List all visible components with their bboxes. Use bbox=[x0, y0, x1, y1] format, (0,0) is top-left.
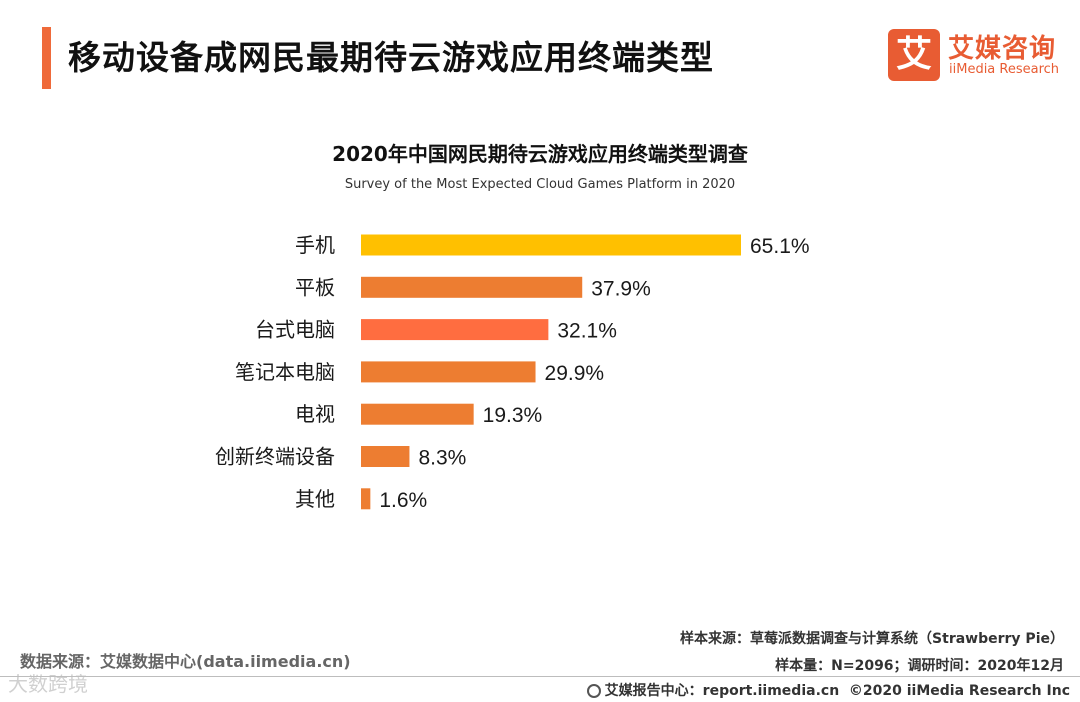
bar bbox=[361, 361, 536, 383]
category-label: 台式电脑 bbox=[255, 318, 335, 342]
category-label: 电视 bbox=[295, 402, 335, 426]
footer-bottom: 艾媒报告中心：report.iimedia.cn ©2020 iiMedia R… bbox=[586, 680, 1070, 700]
title-accent-bar bbox=[42, 27, 51, 89]
category-label: 笔记本电脑 bbox=[235, 360, 335, 384]
data-label: 29.9% bbox=[545, 362, 605, 385]
globe-icon bbox=[586, 684, 601, 698]
bar bbox=[361, 319, 549, 341]
chart-subtitle: Survey of the Most Expected Cloud Games … bbox=[344, 177, 736, 192]
data-label: 1.6% bbox=[379, 489, 427, 512]
bar bbox=[361, 488, 371, 510]
footer-divider bbox=[0, 676, 1080, 677]
category-label: 创新终端设备 bbox=[215, 445, 335, 469]
category-label: 手机 bbox=[295, 233, 335, 257]
data-label: 37.9% bbox=[591, 277, 651, 300]
data-label: 19.3% bbox=[483, 404, 543, 427]
data-label: 8.3% bbox=[418, 447, 466, 470]
report-center-link[interactable]: 艾媒报告中心：report.iimedia.cn bbox=[604, 683, 840, 699]
sample-info: 样本量：N=2096；调研时间：2020年12月 bbox=[775, 658, 1064, 674]
page-title: 移动设备成网民最期待云游戏应用终端类型 bbox=[68, 38, 714, 77]
bar bbox=[361, 276, 583, 298]
data-label: 32.1% bbox=[557, 320, 617, 343]
bar-chart: 手机 65.1% 平板 37.9% 台式电脑 32.1% 笔记本电脑 29.9% 电视 19.3%… bbox=[215, 233, 810, 512]
copyright: ©2020 iiMedia Research Inc bbox=[848, 683, 1070, 699]
logo-name-cn: 艾媒咨询 bbox=[948, 34, 1057, 64]
sample-source: 样本来源：草莓派数据调查与计算系统（Strawberry Pie） bbox=[680, 631, 1064, 647]
bar bbox=[361, 446, 410, 467]
category-label: 平板 bbox=[295, 275, 335, 299]
logo-name-en: iiMedia Research bbox=[949, 62, 1060, 77]
data-source: 数据来源：艾媒数据中心(data.iimedia.cn) bbox=[20, 652, 351, 671]
iimedia-logo: 艾 艾媒咨询 iiMedia Research bbox=[888, 27, 1068, 83]
chart-title: 2020年中国网民期待云游戏应用终端类型调查 bbox=[332, 142, 748, 166]
bar bbox=[361, 403, 474, 425]
logo-mark: 艾 bbox=[888, 29, 940, 81]
bar bbox=[361, 234, 741, 256]
watermark: 大数跨境 bbox=[8, 672, 88, 696]
category-label: 其他 bbox=[295, 487, 335, 511]
data-label: 65.1% bbox=[750, 235, 810, 258]
